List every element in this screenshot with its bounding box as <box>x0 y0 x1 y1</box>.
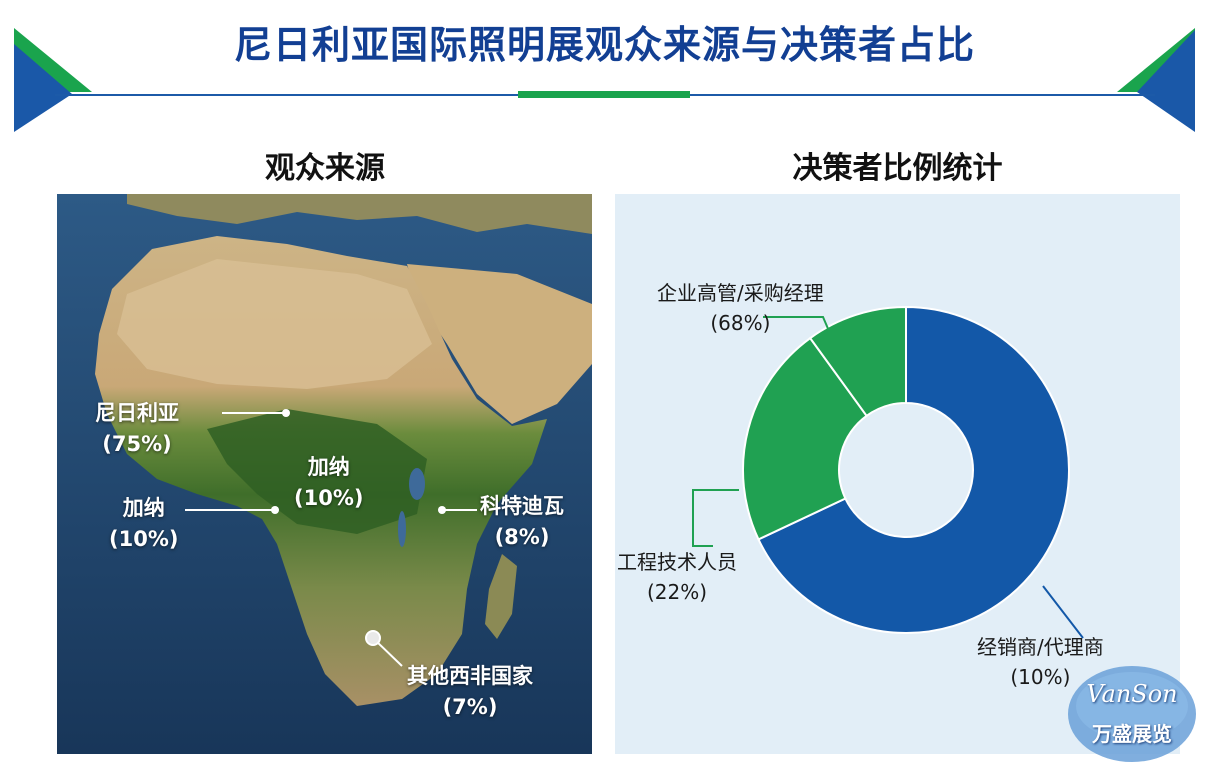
ghana-marker <box>271 506 279 514</box>
label-ghana-value: (10%) <box>109 527 179 551</box>
slice-label-executives-name: 企业高管/采购经理 <box>657 281 824 305</box>
label-other-west-africa: 其他西非国家 (7%) <box>407 661 533 723</box>
slice-label-engineers: 工程技术人员 (22%) <box>617 547 737 607</box>
nigeria-marker <box>282 409 290 417</box>
slice-label-dealers-value: (10%) <box>1010 665 1071 689</box>
slice-label-executives-value: (68%) <box>710 311 771 335</box>
page-title: 尼日利亚国际照明展观众来源与决策者占比 <box>233 23 975 67</box>
label-other-name: 其他西非国家 <box>407 664 533 688</box>
leader-dealers <box>1042 585 1084 639</box>
label-cote-divoire-value: (8%) <box>494 525 550 549</box>
header-accent-bar <box>518 91 690 98</box>
other-leader <box>374 639 403 667</box>
cote-divoire-marker <box>438 506 446 514</box>
right-corner-decoration <box>1117 28 1195 132</box>
slice-engineers <box>742 336 869 541</box>
slice-dealers <box>757 305 1070 634</box>
slice-executives <box>808 305 907 418</box>
slice-label-dealers: 经销商/代理商 (10%) <box>977 632 1104 692</box>
label-other-value: (7%) <box>442 695 498 719</box>
slice-label-executives: 企业高管/采购经理 (68%) <box>657 278 824 338</box>
label-ghana-center-value: (10%) <box>294 486 364 510</box>
other-marker <box>365 630 381 646</box>
slice-label-engineers-name: 工程技术人员 <box>617 550 737 574</box>
label-ghana-center-name: 加纳 <box>307 455 350 479</box>
left-corner-decoration <box>14 28 92 132</box>
leader-engineers <box>692 489 739 547</box>
map-section-title: 观众来源 <box>265 151 385 186</box>
label-cote-divoire: 科特迪瓦 (8%) <box>480 491 564 553</box>
label-nigeria: 尼日利亚 (75%) <box>95 398 179 460</box>
chart-section-title: 决策者比例统计 <box>792 151 1003 186</box>
slice-label-dealers-name: 经销商/代理商 <box>977 635 1104 659</box>
label-ghana: 加纳 (10%) <box>109 493 178 555</box>
vanson-watermark-logo <box>1068 666 1196 762</box>
watermark-line2: 万盛展览 <box>1092 722 1172 746</box>
label-ghana-center: 加纳 (10%) <box>294 452 363 514</box>
label-ghana-name: 加纳 <box>122 496 165 520</box>
slice-label-engineers-value: (22%) <box>646 580 708 604</box>
label-cote-divoire-name: 科特迪瓦 <box>480 494 564 518</box>
header: 尼日利亚国际照明展观众来源与决策者占比 <box>0 0 1209 135</box>
africa-map-panel: 尼日利亚 (75%) 加纳 (10%) 加纳 (10%) 科特迪瓦 (8%) 其… <box>57 194 592 754</box>
africa-map <box>57 194 592 754</box>
watermark-line1: VanSon <box>1086 680 1178 708</box>
donut-chart-panel: 企业高管/采购经理 (68%) 工程技术人员 (22%) 经销商/代理商 (10… <box>615 194 1180 754</box>
donut-chart <box>692 305 1084 639</box>
label-nigeria-name: 尼日利亚 <box>95 401 179 425</box>
leader-executives <box>763 316 830 332</box>
label-nigeria-value: (75%) <box>102 432 172 456</box>
